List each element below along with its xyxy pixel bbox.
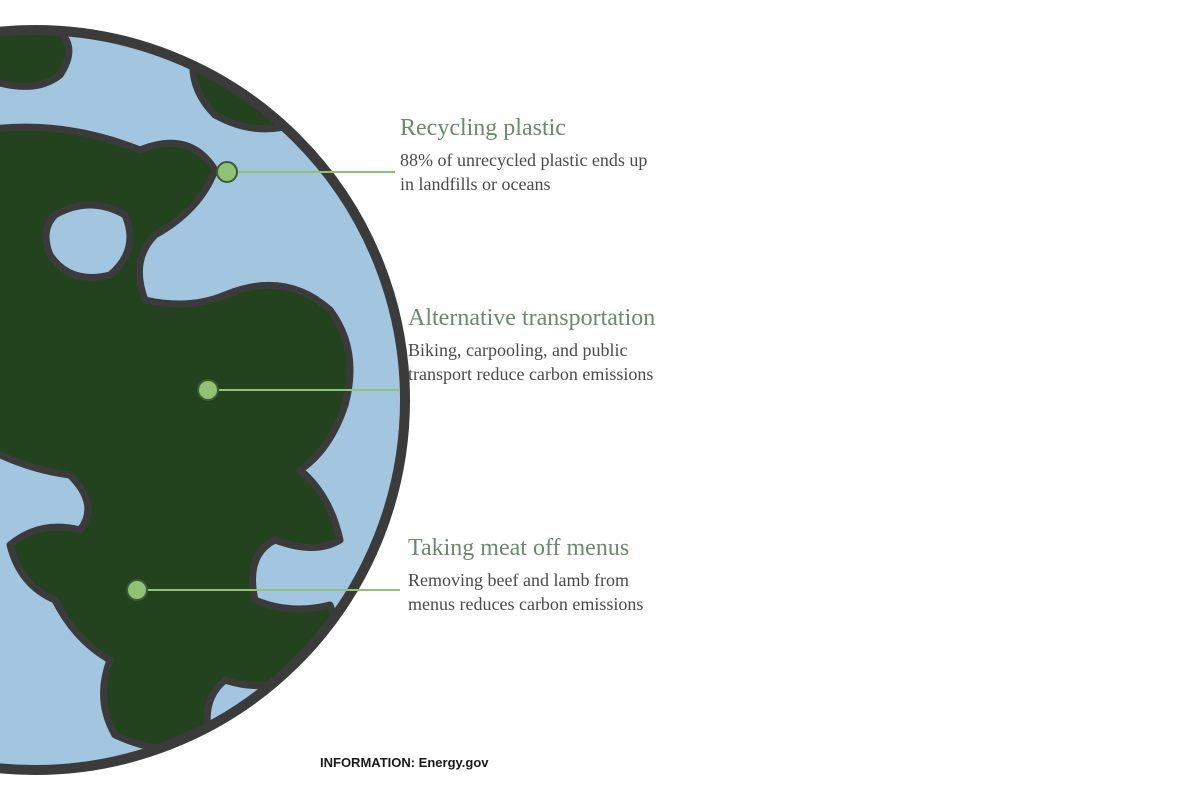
callout-meat: Taking meat off menus Removing beef and … [408, 535, 658, 617]
callout-recycling: Recycling plastic 88% of unrecycled plas… [400, 115, 650, 197]
source-credit: INFORMATION: Energy.gov [320, 755, 489, 770]
infographic-canvas: Recycling plastic 88% of unrecycled plas… [0, 0, 1200, 805]
callout-body: 88% of unrecycled plastic ends up in lan… [400, 148, 650, 197]
callout-title: Alternative transportation [408, 305, 658, 332]
callout-title: Taking meat off menus [408, 535, 658, 562]
callout-body: Biking, carpooling, and public transport… [408, 338, 658, 387]
earth-illustration [0, 0, 420, 805]
callout-body: Removing beef and lamb from menus reduce… [408, 568, 658, 617]
callout-transport: Alternative transportation Biking, carpo… [408, 305, 658, 387]
callout-title: Recycling plastic [400, 115, 650, 142]
